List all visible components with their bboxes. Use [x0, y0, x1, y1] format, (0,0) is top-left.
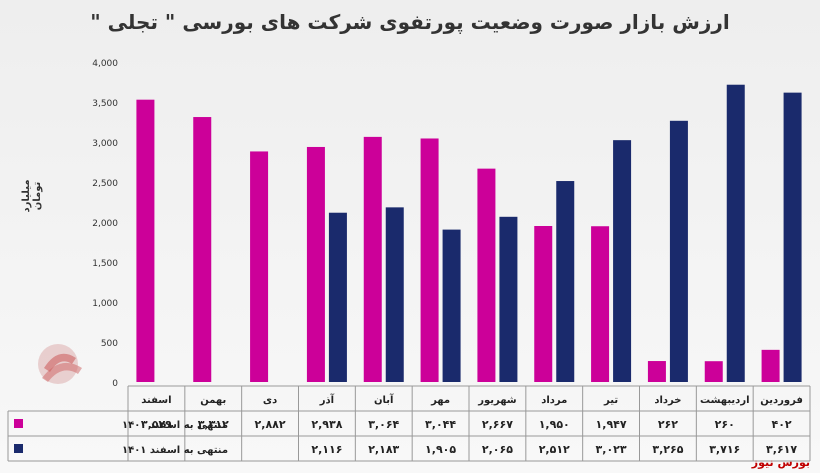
- data-label: ۳,۰۶۴: [368, 418, 399, 431]
- data-label: ۳,۷۱۶: [709, 443, 740, 456]
- data-label: ۱,۹۵۰: [539, 418, 570, 431]
- bar: [306, 146, 325, 382]
- bar: [761, 349, 780, 382]
- data-label: ۲,۸۸۲: [255, 418, 286, 431]
- data-label: ۳,۵۲۹: [141, 418, 172, 431]
- category-label: دی: [263, 395, 277, 406]
- data-label: ۲۶۰: [715, 418, 735, 431]
- y-tick-label: 4,000: [92, 59, 118, 69]
- data-label: ۲,۹۳۸: [311, 418, 342, 431]
- data-label: ۳,۶۱۷: [766, 443, 797, 456]
- brand-label: بورس نیوز: [751, 456, 810, 469]
- legend-swatch: [14, 419, 23, 428]
- bar: [442, 229, 461, 382]
- chart-title: ارزش بازار صورت وضعیت پورتفوی شرکت های ب…: [90, 10, 730, 34]
- data-label: ۳,۰۲۳: [596, 443, 627, 456]
- data-label: ۳,۲۶۵: [652, 443, 683, 456]
- bar: [477, 168, 496, 382]
- category-label: مرداد: [541, 395, 567, 406]
- data-label: ۲,۱۱۶: [311, 443, 342, 456]
- bar: [613, 140, 632, 382]
- category-label: خرداد: [654, 395, 681, 406]
- category-label: اسفند: [141, 395, 171, 406]
- data-label: ۱,۹۴۷: [596, 418, 627, 431]
- bar: [783, 92, 802, 382]
- legend-label: منتهی به اسفند ۱۴۰۱: [122, 445, 228, 456]
- legend-label: منتهی به اسفند ۱۴۰۰: [122, 420, 228, 431]
- y-axis-ticks: 0 500 1,000 1,500 2,000 2,500 3,000 3,500 4,000: [92, 59, 118, 389]
- watermark-logo: [38, 344, 82, 384]
- data-label: ۲۶۲: [658, 418, 678, 431]
- bar: [704, 361, 723, 382]
- bar: [726, 84, 745, 382]
- bar: [647, 361, 666, 382]
- bar: [328, 212, 347, 382]
- category-label: فروردین: [760, 395, 803, 406]
- bar: [193, 117, 212, 382]
- y-tick-label: 3,500: [92, 99, 118, 109]
- bar: [534, 226, 553, 382]
- data-label: ۴۰۲: [772, 418, 792, 431]
- y-tick-label: 0: [112, 379, 118, 389]
- category-label: اردیبهشت: [700, 395, 750, 406]
- y-tick-label: 3,000: [92, 139, 118, 149]
- y-tick-label: 2,500: [92, 179, 118, 189]
- y-tick-label: 500: [101, 339, 118, 349]
- data-label: ۱,۹۰۵: [425, 443, 456, 456]
- y-tick-label: 1,000: [92, 299, 118, 309]
- category-label: آبان: [374, 393, 394, 406]
- bar: [669, 120, 688, 383]
- data-label: ۲,۶۶۷: [482, 418, 513, 431]
- data-label: ۲,۰۶۵: [482, 443, 513, 456]
- bar: [420, 138, 439, 382]
- bar: [250, 151, 269, 382]
- category-label: تیر: [603, 395, 618, 406]
- bar: [591, 226, 610, 382]
- data-label: ۲,۵۱۲: [539, 443, 570, 456]
- category-label: آذر: [319, 393, 335, 406]
- category-label: شهریور: [477, 395, 517, 406]
- bar: [363, 136, 382, 382]
- data-label: ۳,۳۱۲: [198, 418, 229, 431]
- bars: [136, 84, 802, 383]
- y-tick-label: 2,000: [92, 219, 118, 229]
- category-label: مهر: [430, 395, 450, 406]
- legend-swatch: [14, 444, 23, 453]
- data-label: ۲,۱۸۳: [368, 443, 399, 456]
- bar: [136, 99, 155, 383]
- category-label: بهمن: [200, 395, 226, 406]
- data-label: ۳,۰۴۴: [425, 418, 456, 431]
- data-table: فروردین اردیبهشت خرداد تیر مرداد شهریور مهر آبا…: [7, 385, 811, 462]
- bar: [556, 181, 575, 382]
- bar: [385, 207, 404, 382]
- y-tick-label: 1,500: [92, 259, 118, 269]
- bar: [499, 216, 518, 382]
